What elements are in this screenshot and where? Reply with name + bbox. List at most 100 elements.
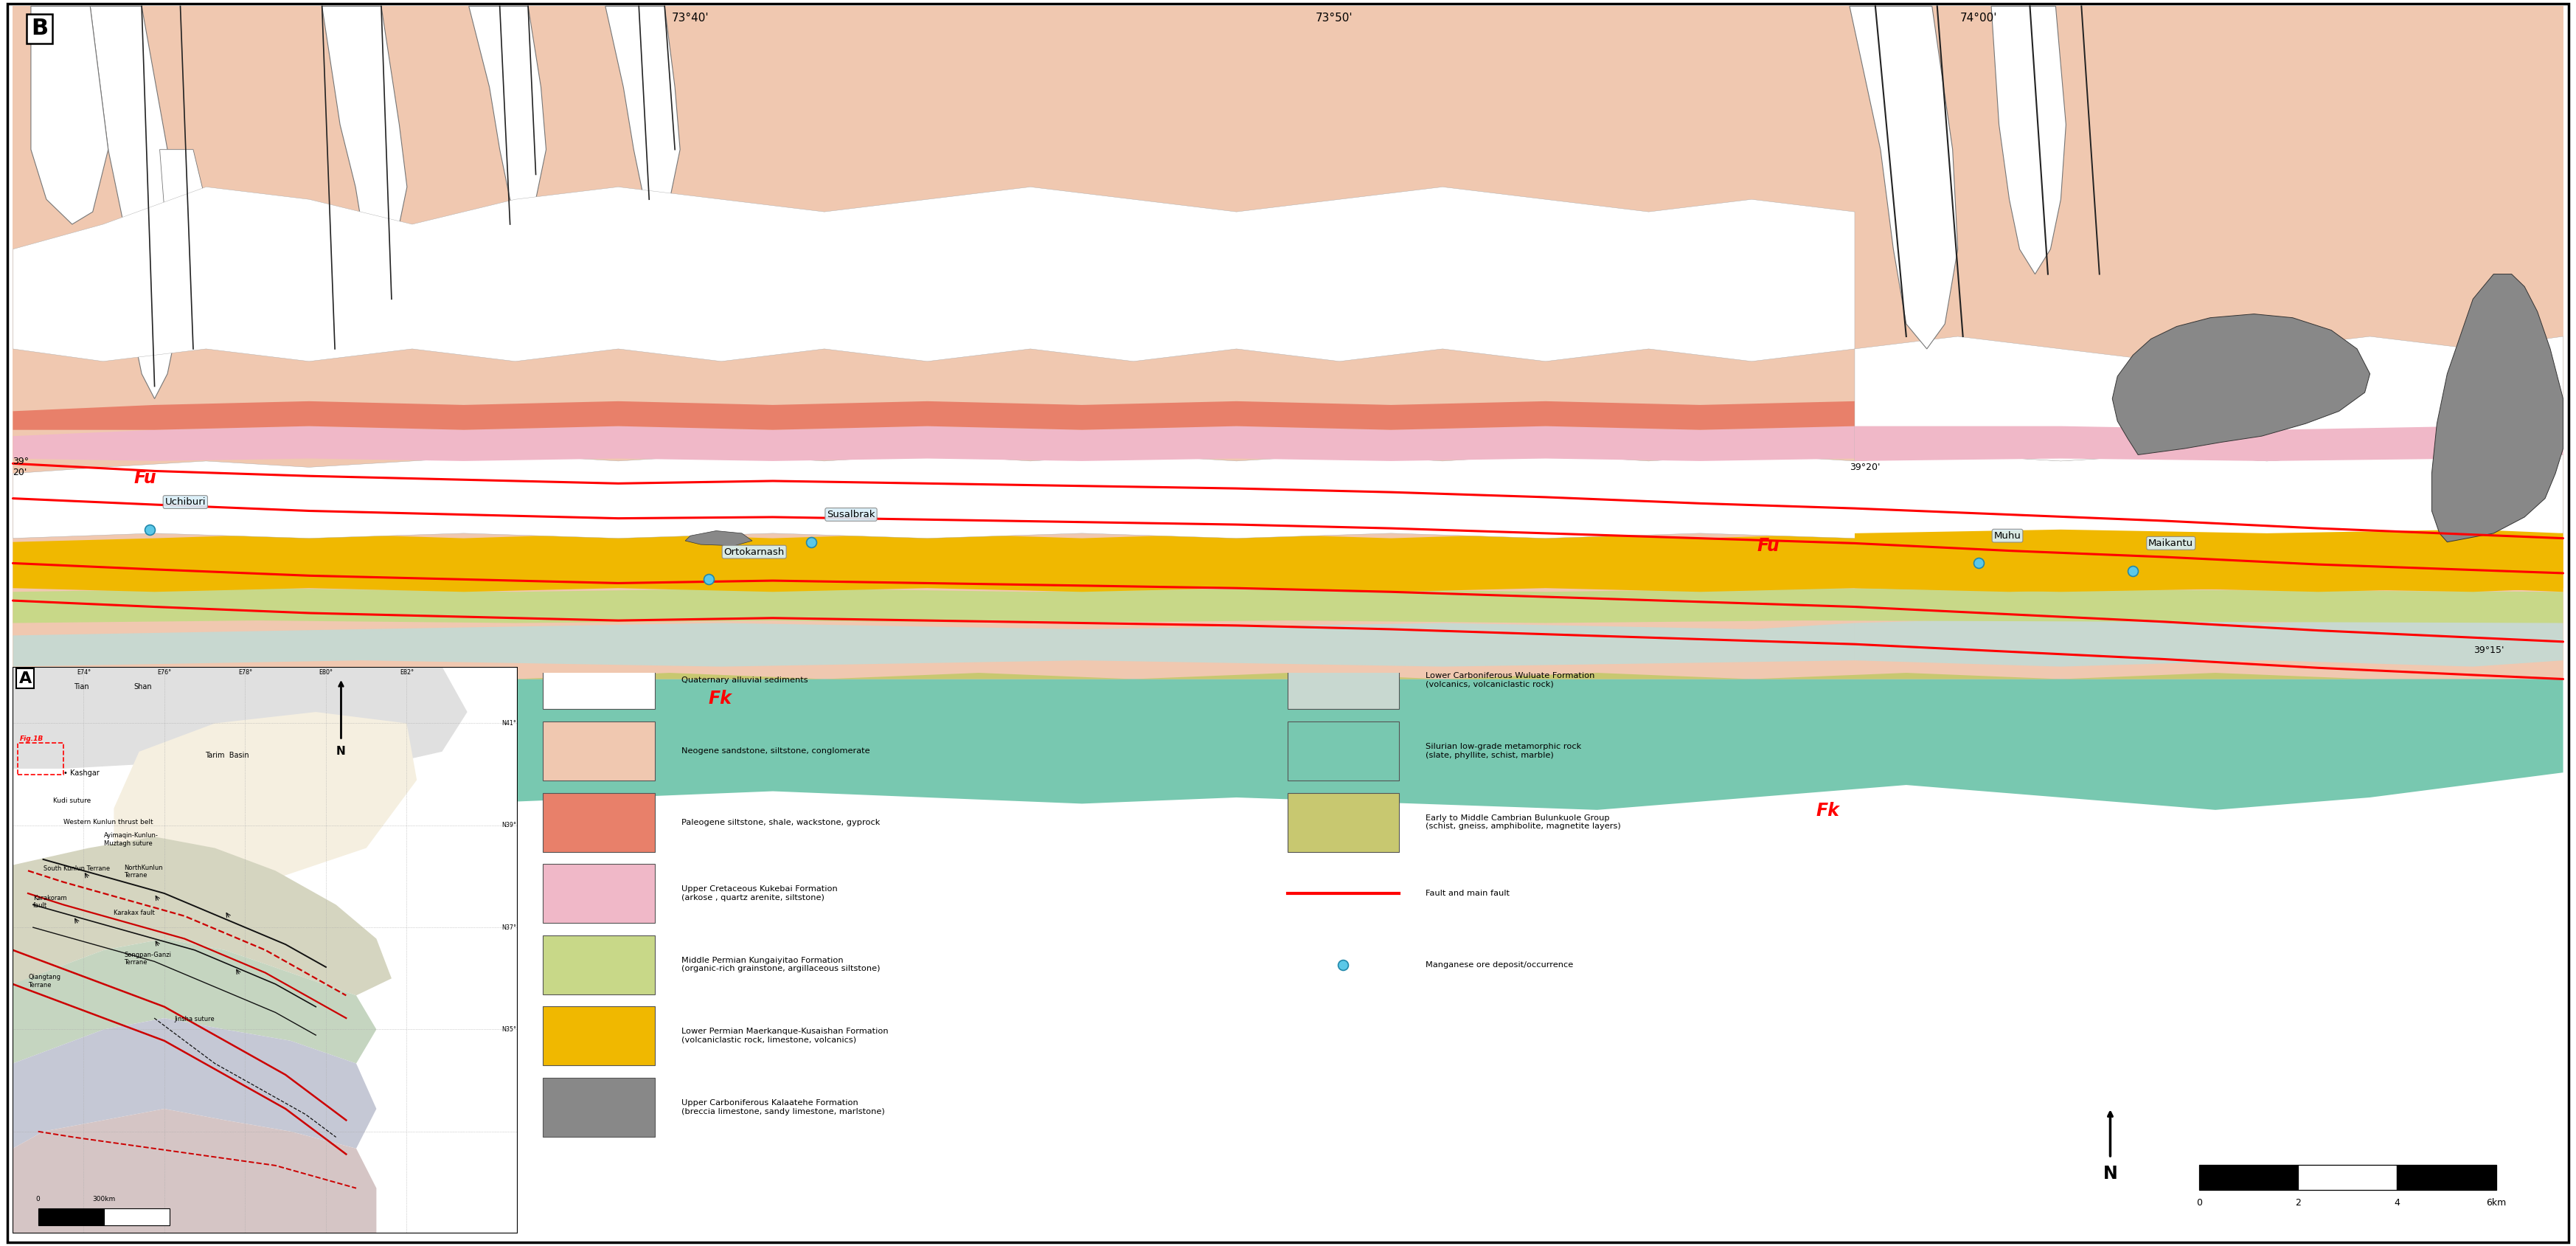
Text: 74°00': 74°00' [1960,12,1996,24]
Polygon shape [1855,530,2563,592]
Text: Fig.1B: Fig.1B [21,735,44,741]
Text: E76°: E76° [157,669,173,677]
Polygon shape [2432,274,2563,542]
Text: Karakoram
fault: Karakoram fault [33,895,67,910]
Bar [544,721,654,780]
Text: Paleogene siltstone, shale, wackstone, gyprock: Paleogene siltstone, shale, wackstone, g… [683,819,881,826]
Bar [544,650,654,709]
Polygon shape [13,1109,376,1234]
Polygon shape [13,679,2563,810]
Text: Songpan-Ganzi
Terrane: Songpan-Ganzi Terrane [124,952,170,966]
Text: Qiangtang
Terrane: Qiangtang Terrane [28,974,59,988]
Text: N39°: N39° [502,822,515,829]
Text: B: B [31,17,49,40]
Text: Fk: Fk [708,690,732,708]
Text: Jinsha suture: Jinsha suture [175,1015,214,1023]
Text: Shan: Shan [134,683,152,690]
Text: 0: 0 [36,1196,41,1202]
Text: Western Kunlun thrust belt: Western Kunlun thrust belt [64,819,152,826]
Text: Ortokarnash: Ortokarnash [724,547,786,557]
Text: Early to Middle Cambrian Bulunkuole Group
(schist, gneiss, amphibolite, magnetit: Early to Middle Cambrian Bulunkuole Grou… [1427,815,1620,830]
Text: E80°: E80° [319,669,332,677]
Polygon shape [1855,336,2563,461]
Polygon shape [13,673,2563,679]
Text: N: N [337,746,345,758]
Polygon shape [13,588,2563,623]
Text: N: N [2102,1165,2117,1182]
Text: 73°40': 73°40' [672,12,708,24]
Polygon shape [2112,314,2370,455]
Bar [2398,1165,2496,1190]
Text: N35°: N35° [502,1027,515,1033]
Text: Upper Cretaceous Kukebai Formation
(arkose , quartz arenite, siltstone): Upper Cretaceous Kukebai Formation (arko… [683,886,837,901]
Text: E78°: E78° [237,669,252,677]
Text: Karakax fault: Karakax fault [113,910,155,916]
Bar [1288,721,1399,780]
Text: Kudi suture: Kudi suture [54,797,90,804]
Text: 39°15': 39°15' [2473,645,2504,655]
Text: Quaternary alluvial sediments: Quaternary alluvial sediments [683,677,809,684]
Polygon shape [1850,6,1958,349]
Polygon shape [13,426,1855,461]
Polygon shape [1991,6,2066,274]
Polygon shape [13,667,518,1234]
Text: N37°: N37° [502,925,515,931]
Bar [544,1078,654,1136]
Text: 2: 2 [2295,1197,2300,1207]
Text: South Kunlun Terrane: South Kunlun Terrane [44,866,111,872]
Text: 39°20': 39°20' [1850,462,1880,472]
Bar [2200,1165,2298,1190]
Text: Fu: Fu [1757,537,1780,554]
Polygon shape [13,187,1855,361]
Polygon shape [13,837,392,996]
Text: Upper Carboniferous Kalaatehe Formation
(breccia limestone, sandy limestone, mar: Upper Carboniferous Kalaatehe Formation … [683,1099,884,1115]
Text: Lower Permian Maerkanque-Kusaishan Formation
(volcaniclastic rock, limestone, vo: Lower Permian Maerkanque-Kusaishan Forma… [683,1028,889,1044]
Bar [1288,650,1399,709]
Text: Ayimaqin-Kunlun-
Muztagh suture: Ayimaqin-Kunlun- Muztagh suture [103,832,157,847]
Text: • Kashgar: • Kashgar [64,770,100,778]
Text: 4: 4 [2393,1197,2401,1207]
Polygon shape [90,6,185,399]
Bar [1288,792,1399,852]
Text: NorthKunlun
Terrane: NorthKunlun Terrane [124,865,162,878]
Text: 0: 0 [2197,1197,2202,1207]
Text: 39°
20': 39° 20' [13,457,28,477]
Text: Middle Permian Kungaiyitao Formation
(organic-rich grainstone, argillaceous silt: Middle Permian Kungaiyitao Formation (or… [683,957,881,973]
Text: Fault and main fault: Fault and main fault [1427,890,1510,897]
Polygon shape [469,6,546,224]
Bar [544,792,654,852]
Text: Muhu: Muhu [1994,531,2022,541]
Text: Manganese ore deposit/occurrence: Manganese ore deposit/occurrence [1427,961,1574,968]
Text: Uchiburi: Uchiburi [165,497,206,507]
Text: Susalbrak: Susalbrak [827,510,876,520]
Polygon shape [13,1018,376,1149]
Polygon shape [605,6,680,224]
Text: Tian: Tian [75,683,88,690]
Text: A: A [18,672,31,685]
Text: E82°: E82° [399,669,415,677]
Polygon shape [13,6,2563,679]
Polygon shape [31,6,108,224]
Polygon shape [13,623,1855,667]
Polygon shape [160,150,211,336]
Polygon shape [685,531,752,546]
Polygon shape [13,455,2563,538]
Text: Fu: Fu [134,470,157,487]
Polygon shape [1855,426,2563,461]
Text: 300km: 300km [93,1196,116,1202]
Bar [2298,1165,2398,1190]
Polygon shape [13,938,376,1064]
Text: 6km: 6km [2486,1197,2506,1207]
Bar [544,863,654,923]
Polygon shape [13,401,1855,430]
Text: E74°: E74° [77,669,90,677]
Bar [103,1209,170,1225]
Text: 73°50': 73°50' [1316,12,1352,24]
Text: Silurian low-grade metamorphic rock
(slate, phyllite, schist, marble): Silurian low-grade metamorphic rock (sla… [1427,743,1582,759]
Bar [544,1007,654,1065]
Text: Maikantu: Maikantu [2148,538,2192,548]
Polygon shape [322,6,407,274]
Text: Neogene sandstone, siltstone, conglomerate: Neogene sandstone, siltstone, conglomera… [683,748,871,755]
Bar [544,936,654,994]
Polygon shape [113,711,417,882]
